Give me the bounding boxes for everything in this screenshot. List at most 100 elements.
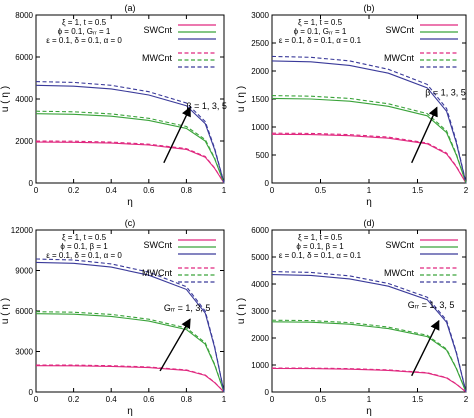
series-line-mwcnt-1 [271, 132, 467, 184]
arrow-annotation: Gᵣᵣ = 1, 3, 5 [408, 300, 455, 310]
chart-panel-2: (b) 0 0.5 1 1.5 2 0 500 1000 1500 2000 2500 3000 η u (… [236, 3, 469, 208]
arrow-annotation: β = 1, 3, 5 [425, 88, 465, 98]
series-line-swcnt-2 [271, 321, 467, 393]
y-tick-label: 8000 [15, 11, 33, 20]
parameter-arrow [411, 106, 438, 164]
y-tick-label: 2500 [251, 39, 269, 48]
legend-label: MWCnt [384, 268, 414, 278]
x-tick-label: 0.2 [68, 395, 80, 404]
x-tick-label: 0.5 [315, 395, 327, 404]
x-tick-label: 0.4 [106, 395, 118, 404]
parameter-text: ξ = 1, t = 0.5 [62, 233, 107, 242]
y-tick-label: 4000 [251, 280, 269, 289]
y-tick-label: 12000 [11, 226, 34, 235]
parameter-text: ε = 0.1, δ = 0.1, α = 0.1 [279, 36, 362, 45]
x-tick-label: 0 [34, 395, 39, 404]
y-tick-label: 5000 [251, 253, 269, 262]
y-tick-label: 500 [256, 151, 270, 160]
x-tick-label: 0.6 [143, 395, 155, 404]
y-tick-label: 0 [29, 179, 34, 188]
panel-label: (a) [125, 3, 136, 13]
parameter-arrow [159, 318, 191, 372]
x-tick-label: 0 [270, 395, 275, 404]
x-axis-label: η [366, 197, 372, 208]
y-tick-label: 6000 [15, 307, 33, 316]
legend-label: MWCnt [384, 53, 414, 63]
x-tick-label: 1 [367, 395, 372, 404]
y-tick-label: 0 [265, 179, 270, 188]
y-tick-label: 6000 [251, 226, 269, 235]
x-tick-label: 1.5 [412, 395, 424, 404]
series-line-swcnt-1 [35, 141, 225, 184]
parameter-text: ϕ = 0.1, Gᵣᵣ = 1 [58, 27, 111, 36]
y-tick-label: 0 [29, 388, 34, 397]
series-line-swcnt-2 [35, 113, 225, 184]
legend-label: SWCnt [143, 240, 172, 250]
y-tick-label: 2000 [251, 67, 269, 76]
x-tick-label: 2 [464, 395, 469, 404]
series-line-swcnt-1 [271, 133, 467, 184]
series-line-swcnt-3 [271, 60, 467, 184]
legend-label: MWCnt [142, 53, 172, 63]
x-tick-label: 0.6 [143, 186, 155, 195]
y-axis-label: u ( η ) [0, 86, 11, 112]
series-line-swcnt-3 [271, 274, 467, 393]
parameter-arrow [411, 319, 440, 377]
panel-label: (c) [125, 218, 136, 228]
y-tick-label: 6000 [15, 53, 33, 62]
y-tick-label: 3000 [15, 348, 33, 357]
y-tick-label: 1000 [251, 123, 269, 132]
x-tick-label: 1 [367, 186, 372, 195]
parameter-text: ε = 0.1, δ = 0.1, α = 0.1 [279, 251, 362, 260]
chart-panel-1: (a) 0 0.2 0.4 0.6 0.8 1 0 2000 4000 6000 8000 η u ( η… [0, 3, 227, 208]
series-line-swcnt-2 [271, 97, 467, 184]
arrow-annotation: Gᵣᵣ = 1, 3, 5 [164, 303, 211, 313]
x-tick-label: 0.8 [181, 395, 193, 404]
x-tick-label: 2 [464, 186, 469, 195]
y-axis-label: u ( η ) [236, 86, 247, 112]
parameter-text: ξ = 1, t = 0.5 [298, 233, 343, 242]
y-tick-label: 4000 [15, 95, 33, 104]
series-line-mwcnt-3 [271, 271, 467, 393]
series-line-swcnt-2 [35, 313, 225, 393]
legend-label: MWCnt [142, 268, 172, 278]
parameter-text: ϕ = 0.1, β = 1 [296, 242, 344, 251]
series-line-mwcnt-3 [271, 55, 467, 184]
x-axis-label: η [366, 406, 372, 417]
y-tick-label: 1500 [251, 95, 269, 104]
y-tick-label: 2000 [15, 137, 33, 146]
panel-label: (d) [364, 218, 375, 228]
x-tick-label: 0.2 [68, 186, 80, 195]
parameter-text: ϕ = 0.1, Gᵣᵣ = 1 [294, 27, 347, 36]
legend-label: SWCnt [385, 25, 414, 35]
series-line-mwcnt-3 [35, 81, 225, 184]
x-tick-label: 1.5 [412, 186, 424, 195]
x-tick-label: 1 [222, 395, 227, 404]
legend-label: SWCnt [385, 240, 414, 250]
x-tick-label: 1 [222, 186, 227, 195]
x-tick-label: 0 [270, 186, 275, 195]
series-line-mwcnt-2 [35, 110, 225, 184]
parameter-text: ε = 0.1, δ = 0.1, α = 0 [46, 251, 122, 260]
chart-panel-4: (d) 0 0.5 1 1.5 2 0 1000 2000 3000 4000 5000 6000 η u … [236, 218, 469, 417]
y-tick-label: 3000 [251, 11, 269, 20]
legend-label: SWCnt [143, 25, 172, 35]
series-line-mwcnt-1 [271, 367, 467, 393]
parameter-text: ξ = 1, t = 0.5 [298, 18, 343, 27]
parameter-text: ϕ = 0.1, β = 1 [60, 242, 108, 251]
parameter-text: ξ = 1, t = 0.5 [62, 18, 107, 27]
x-tick-label: 0.4 [106, 186, 118, 195]
series-line-mwcnt-2 [271, 95, 467, 184]
series-line-mwcnt-1 [35, 140, 225, 184]
x-tick-label: 0 [34, 186, 39, 195]
y-tick-label: 1000 [251, 361, 269, 370]
panel-label: (b) [364, 3, 375, 13]
x-axis-label: η [127, 197, 133, 208]
y-tick-label: 0 [265, 388, 270, 397]
parameter-text: ε = 0.1, δ = 0.1, α = 0 [46, 36, 122, 45]
y-tick-label: 2000 [251, 334, 269, 343]
parameter-arrow [163, 106, 191, 164]
y-tick-label: 3000 [251, 307, 269, 316]
series-line-mwcnt-2 [35, 311, 225, 393]
